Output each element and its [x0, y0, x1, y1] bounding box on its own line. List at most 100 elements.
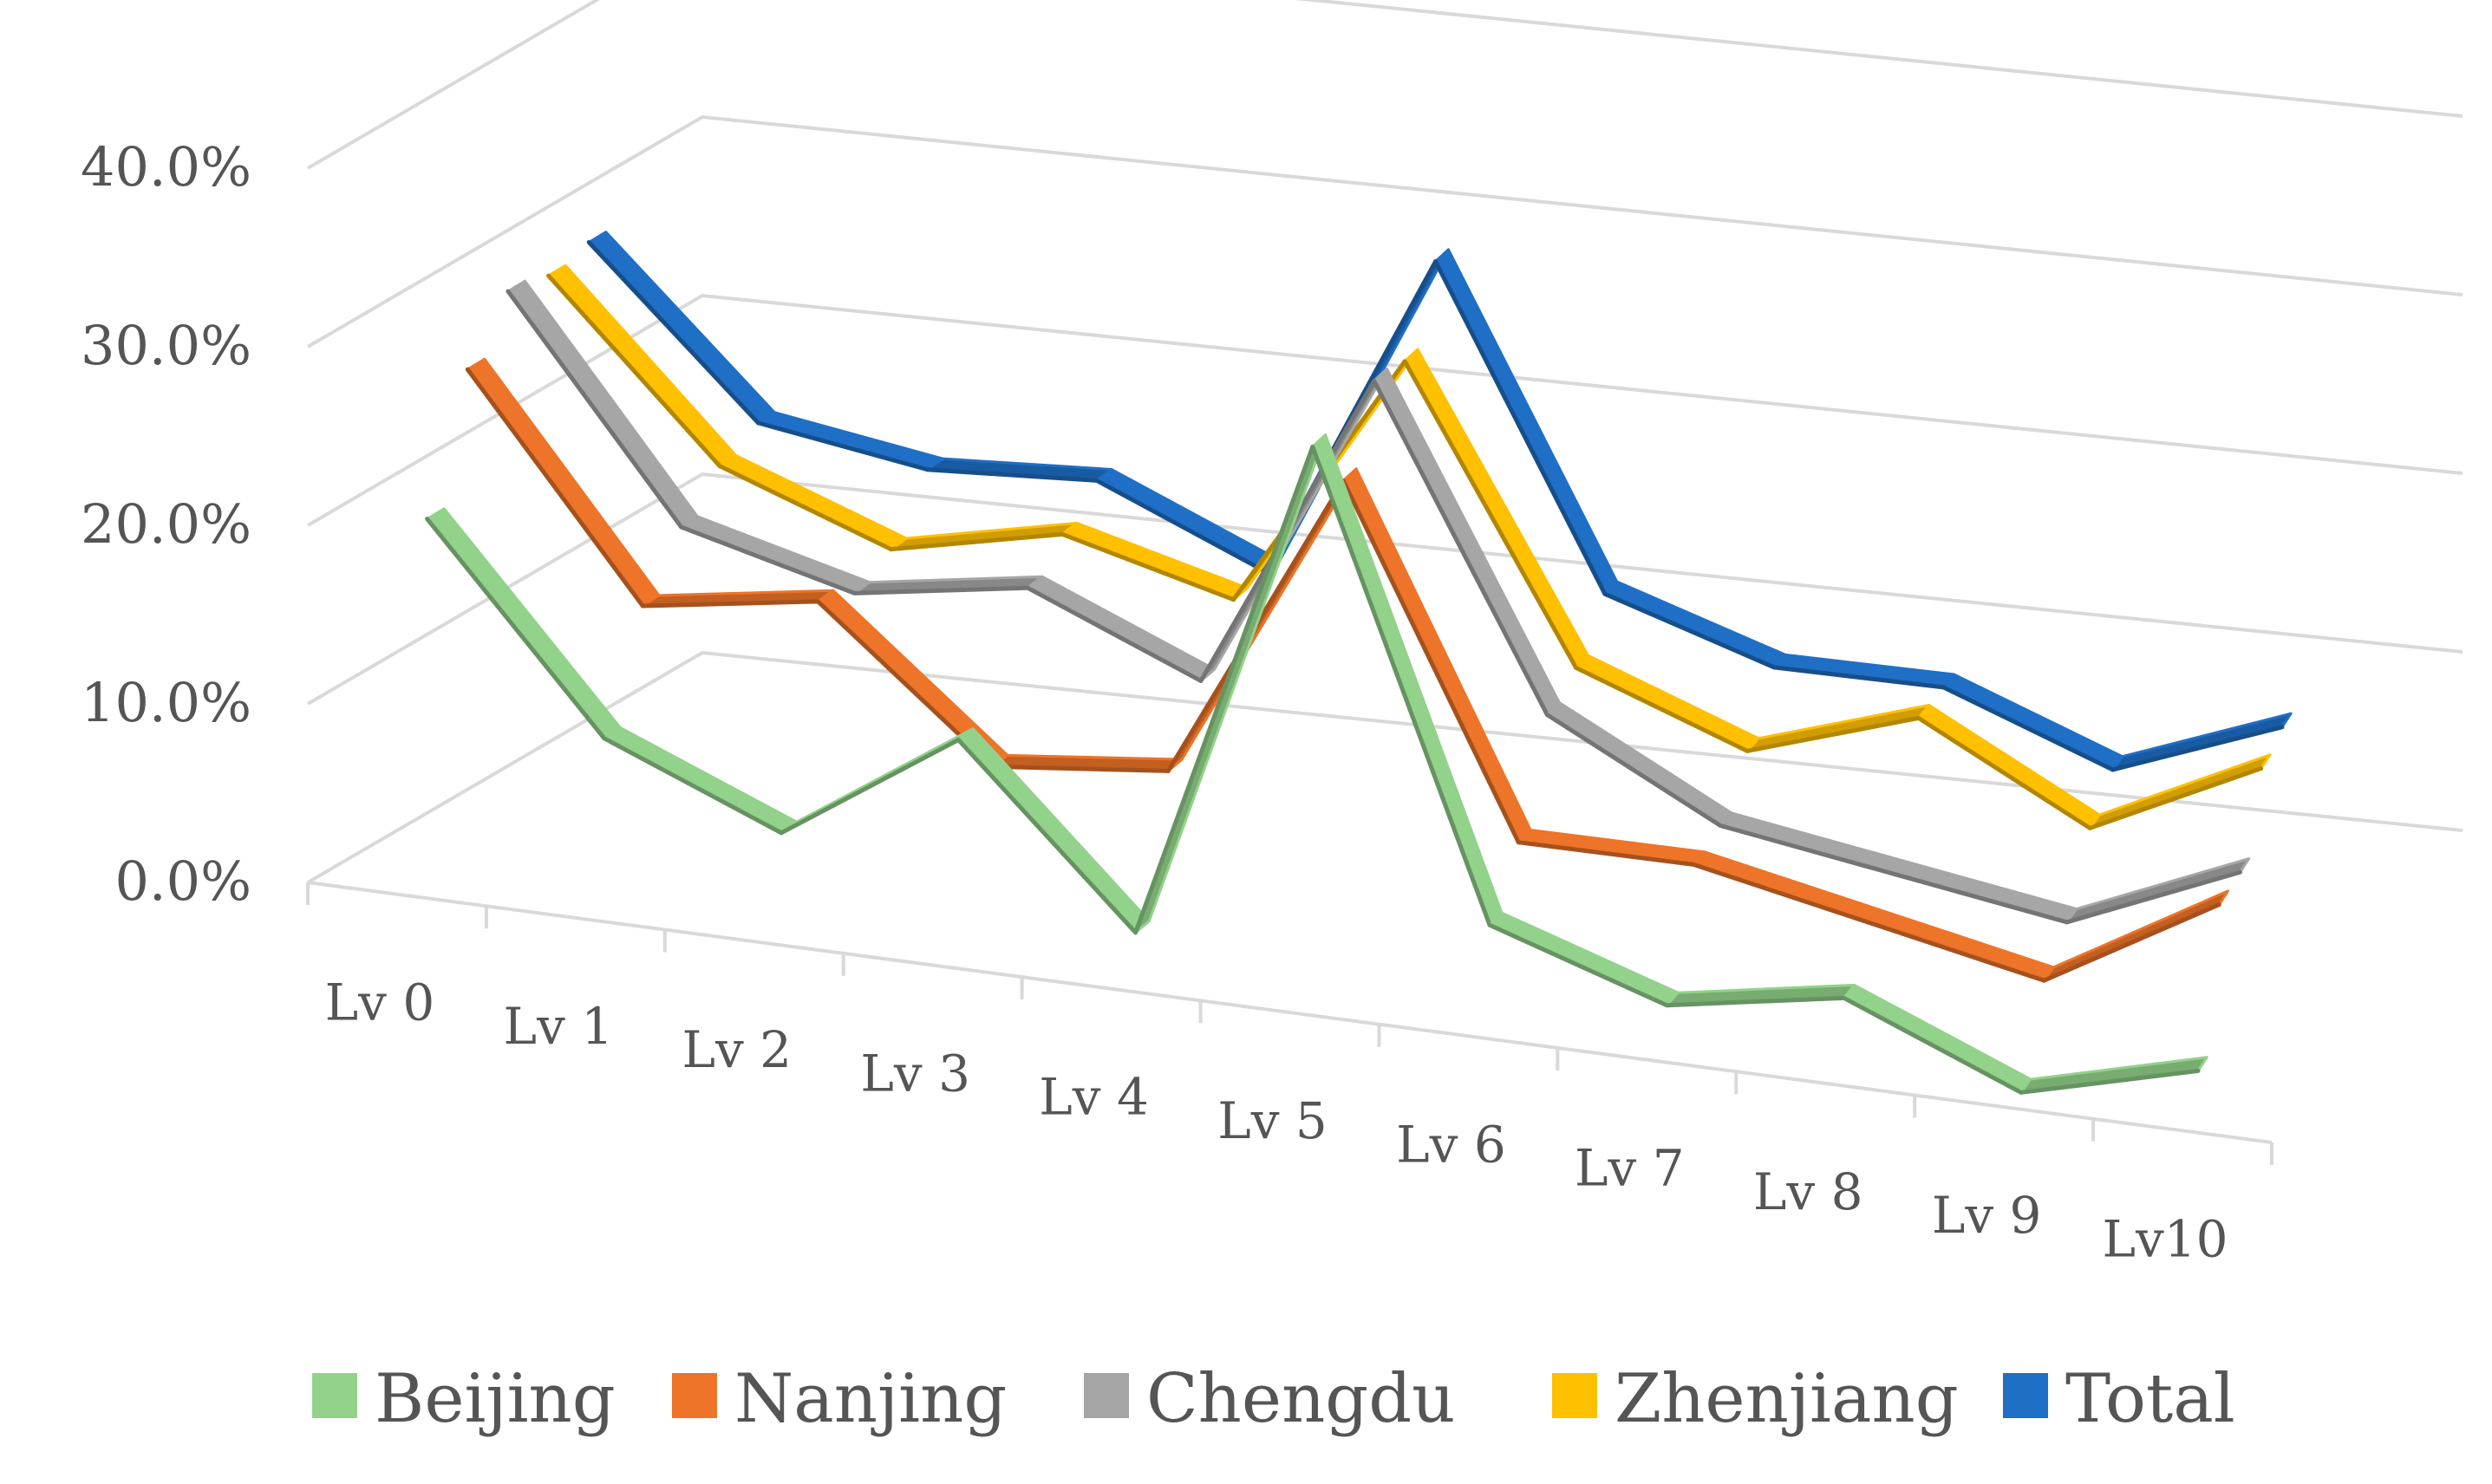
series-zhenjiang-edge: [717, 464, 894, 552]
x-tick-label: Lv 2: [682, 1020, 792, 1079]
series-nanjing-edge: [1691, 862, 1871, 925]
x-tick-label: Lv 3: [860, 1044, 970, 1103]
y-tick-label: 30.0%: [81, 314, 251, 377]
series-zhenjiang-edge: [1402, 359, 1579, 670]
series-total-edge: [1094, 478, 1269, 575]
series-beijing-segment: [603, 726, 799, 835]
series-nanjing-edge: [1516, 840, 1696, 867]
gridline: [306, 472, 2463, 706]
series-total-edge: [586, 240, 760, 426]
series-chengdu-edge: [1025, 585, 1204, 683]
series-chengdu-edge: [851, 585, 1030, 596]
series-nanjing-segment: [466, 357, 661, 608]
series-beijing-edge: [602, 736, 784, 836]
legend-label-nanjing: Nanjing: [734, 1360, 1007, 1438]
series-beijing-edge: [779, 738, 961, 836]
legend-label-chengdu: Chengdu: [1146, 1360, 1455, 1438]
series-nanjing-edge: [2041, 902, 2221, 983]
series-chengdu-edge: [1891, 871, 2070, 925]
series-nanjing-edge: [465, 367, 645, 609]
series-beijing-edge: [2019, 1068, 2201, 1095]
series-beijing-segment: [1843, 983, 2032, 1094]
x-tick-label: Lv 9: [1932, 1186, 2042, 1245]
x-tick-label: Lv 8: [1753, 1162, 1863, 1221]
series-chengdu-segment: [1026, 575, 1217, 682]
legend-label-zhenjiang: Zhenjiang: [1615, 1360, 1959, 1438]
series-chengdu-edge: [1718, 823, 1896, 876]
legend-swatch-chengdu: [1084, 1373, 1129, 1418]
series-total-edge: [2110, 725, 2285, 772]
series-total-segment: [756, 411, 944, 472]
series-beijing-edge: [1842, 995, 2024, 1095]
series-beijing-edge: [1310, 444, 1492, 928]
series-beijing-edge: [956, 738, 1138, 935]
series-zhenjiang-edge: [546, 273, 722, 469]
series-zhenjiang-edge: [1574, 665, 1750, 753]
axis-layer: [306, 881, 2273, 1165]
gridline: [306, 114, 2463, 348]
legend: Beijing Nanjing Chengdu Zhenjiang Total: [312, 1360, 2235, 1438]
series-chengdu-segment: [1719, 811, 1906, 875]
legend-label-total: Total: [2065, 1360, 2235, 1438]
series-zhenjiang-edge: [2087, 765, 2264, 830]
series-nanjing-edge: [990, 764, 1171, 773]
series-total-edge: [925, 467, 1099, 483]
y-tick-label: 10.0%: [81, 671, 251, 734]
y-tick-label: 20.0%: [81, 492, 251, 556]
legend-label-beijing: Beijing: [375, 1360, 616, 1438]
series-chengdu-segment: [680, 515, 871, 595]
series-zhenjiang-segment: [1917, 704, 2101, 830]
x-tick-label: Lv 4: [1039, 1068, 1149, 1127]
series-chengdu-edge: [1372, 378, 1549, 718]
series-beijing-edge: [1487, 922, 1669, 1008]
series-total-edge: [1433, 259, 1608, 596]
series-beijing-segment: [1488, 911, 1680, 1007]
series-nanjing-edge: [1866, 920, 2046, 983]
series-zhenjiang-edge: [1745, 715, 1921, 753]
series-total-segment: [1941, 673, 2124, 771]
series-total-edge: [1602, 591, 1777, 670]
series-total-segment: [1603, 580, 1787, 669]
gridline: [306, 0, 2463, 170]
x-axis-line: [307, 881, 2273, 1144]
series-nanjing-edge: [640, 599, 820, 609]
x-tick-label: Lv10: [2102, 1209, 2228, 1268]
series-beijing-line: [425, 433, 2208, 1095]
series-total-edge: [755, 420, 930, 472]
x-tick-label: Lv 0: [325, 973, 435, 1032]
gridline: [306, 293, 2463, 527]
x-tick-labels: Lv 0 Lv 1 Lv 2 Lv 3 Lv 4 Lv 5 Lv 6 Lv 7 Lv 8 Lv 9…: [325, 973, 2228, 1269]
series-zhenjiang-edge: [1916, 715, 2092, 830]
series-chengdu-segment: [1892, 859, 2078, 924]
series-chengdu-edge: [506, 289, 684, 530]
series-nanjing-edge: [1341, 478, 1521, 845]
series-beijing-edge: [425, 517, 607, 741]
legend-swatch-beijing: [312, 1373, 357, 1418]
series-zhenjiang-edge: [1060, 531, 1236, 602]
legend-swatch-nanjing: [672, 1373, 717, 1418]
x-tick-label: Lv 7: [1575, 1139, 1685, 1198]
series-total-edge: [1771, 665, 1946, 690]
series-nanjing-segment: [1867, 908, 2055, 982]
series-beijing-edge: [1664, 995, 1847, 1008]
series-beijing-segment: [426, 507, 622, 740]
series-chengdu-edge: [679, 524, 857, 596]
y-tick-labels: 0.0% 10.0% 20.0% 30.0% 40.0%: [81, 135, 251, 913]
series-layer: [425, 231, 2293, 1095]
series-chengdu-edge: [2065, 869, 2242, 925]
x-tick-label: Lv 5: [1217, 1091, 1328, 1150]
x-tick-label: Lv 6: [1396, 1115, 1506, 1174]
x-tick-label: Lv 1: [504, 997, 614, 1056]
legend-swatch-zhenjiang: [1552, 1373, 1597, 1418]
legend-swatch-total: [2003, 1373, 2048, 1418]
y-tick-label: 0.0%: [114, 849, 251, 913]
series-beijing-edge: [1133, 444, 1315, 935]
gridline: [306, 650, 2463, 884]
series-total-edge: [1941, 685, 2116, 772]
series-zhenjiang-edge: [889, 531, 1065, 552]
series-beijing-segment: [1311, 433, 1504, 927]
grid-layer: [306, 0, 2463, 884]
series-chengdu-edge: [1544, 713, 1723, 828]
